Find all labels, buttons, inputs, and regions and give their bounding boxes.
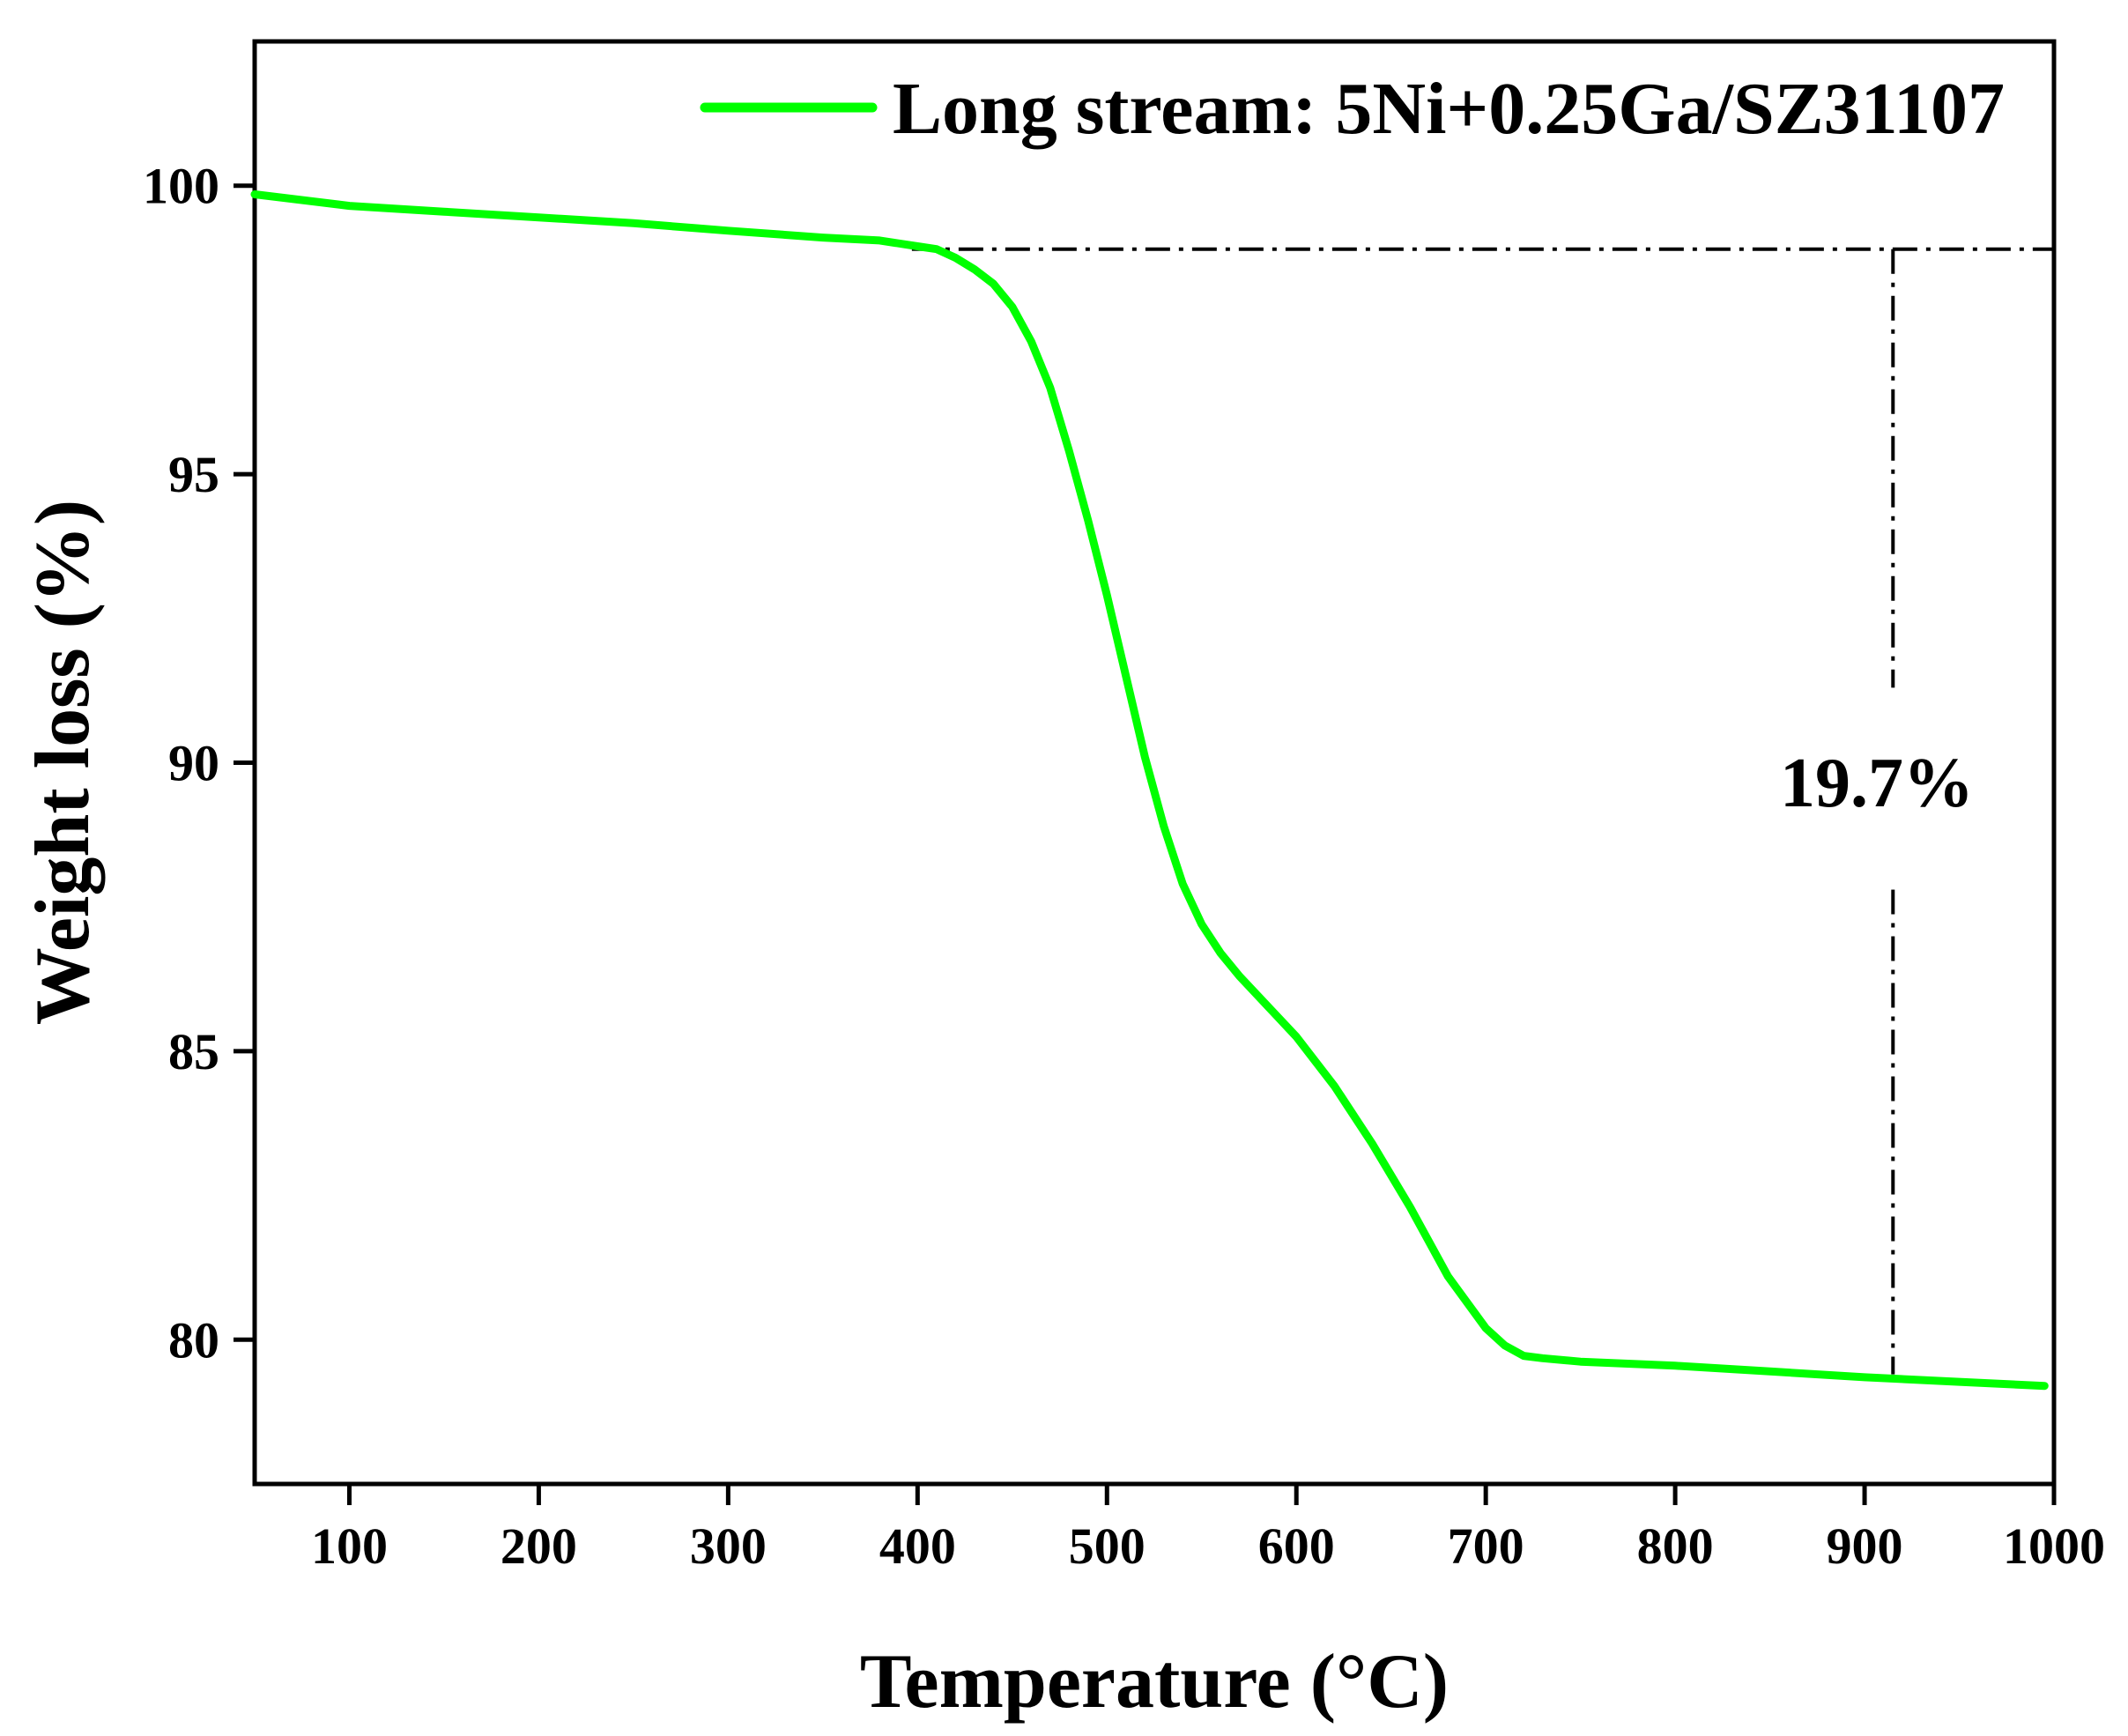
legend-label: Long stream: 5Ni+0.25Ga/SZ31107 xyxy=(893,68,2005,150)
x-tick-label: 100 xyxy=(311,1517,388,1575)
x-tick-label: 400 xyxy=(879,1517,956,1575)
x-axis-title: Temperature (°C) xyxy=(860,1639,1449,1725)
x-tick-label: 900 xyxy=(1827,1517,1903,1575)
y-axis-ticks: 80 85 90 95 100 xyxy=(143,158,255,1369)
x-tick-label: 600 xyxy=(1258,1517,1335,1575)
series-line-weight-loss xyxy=(250,190,2049,1391)
y-tick-label: 100 xyxy=(143,158,219,215)
x-tick-label: 700 xyxy=(1448,1517,1524,1575)
y-axis-title: Weight loss (%) xyxy=(20,500,106,1025)
x-axis-ticks: 100 200 300 400 500 600 700 800 900 1000 xyxy=(311,1484,2105,1575)
x-tick-label: 300 xyxy=(690,1517,767,1575)
annotation-weight-loss: 19.7% xyxy=(1780,745,1974,822)
legend: Long stream: 5Ni+0.25Ga/SZ31107 xyxy=(700,68,2005,150)
y-tick-label: 80 xyxy=(168,1311,219,1369)
x-tick-label: 200 xyxy=(500,1517,577,1575)
reference-lines xyxy=(911,247,2054,1375)
y-tick-label: 95 xyxy=(168,446,219,503)
y-tick-label: 90 xyxy=(168,735,219,792)
y-tick-label: 85 xyxy=(168,1023,219,1080)
x-tick-label: 800 xyxy=(1637,1517,1714,1575)
x-tick-label: 500 xyxy=(1069,1517,1146,1575)
x-tick-label: 1000 xyxy=(2003,1517,2105,1575)
